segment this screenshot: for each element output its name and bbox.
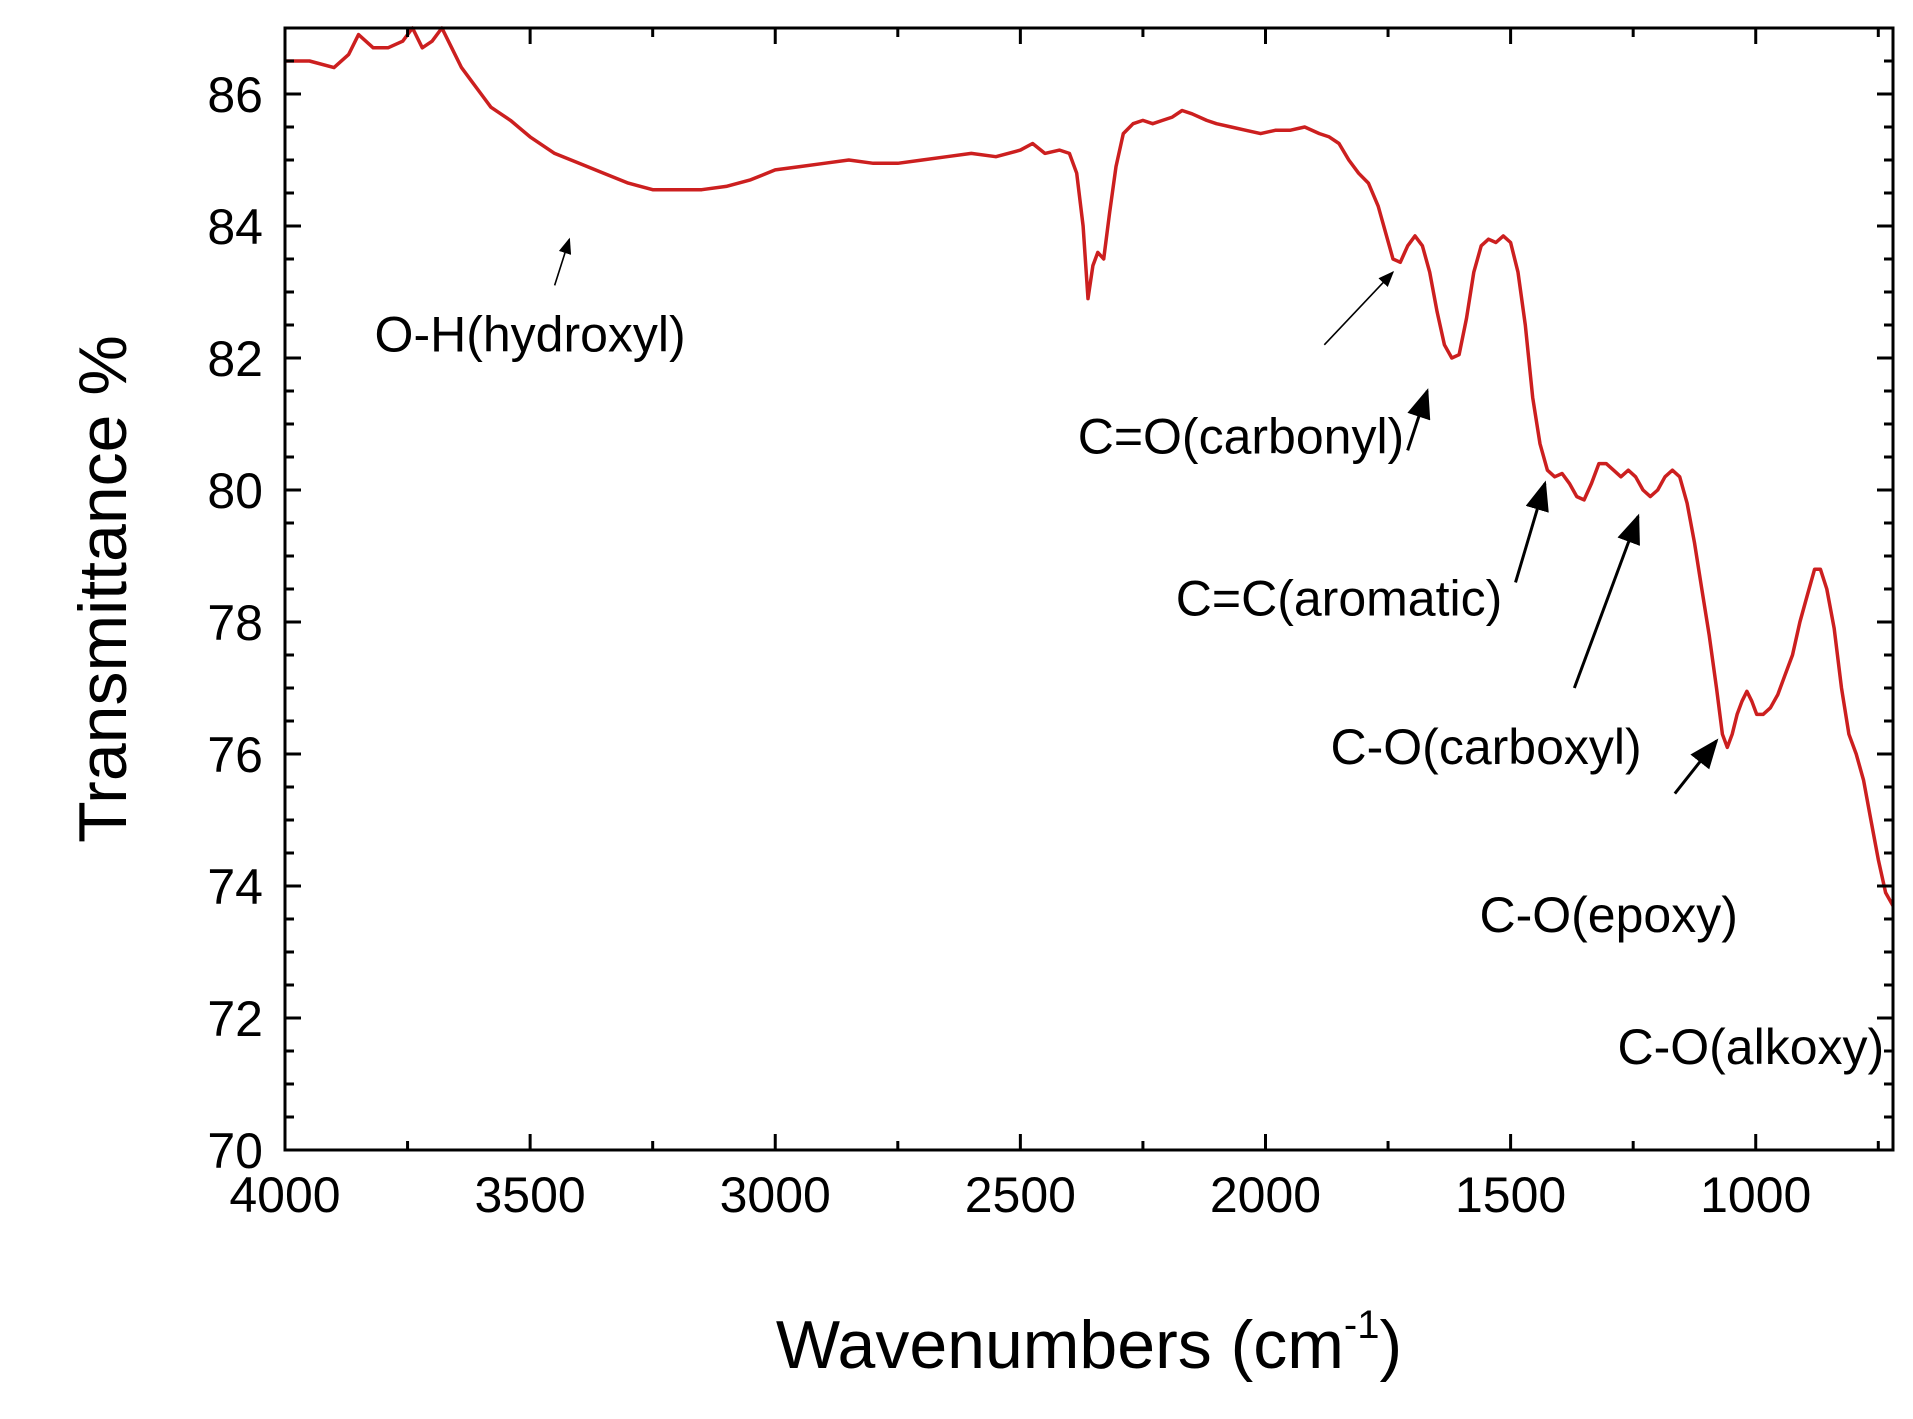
annotation-arrow: [1323, 271, 1395, 346]
annotation-label: C-O(carboxyl): [1331, 719, 1642, 775]
annotation-arrow: [1572, 513, 1640, 689]
x-axis-title: Wavenumbers (cm-1): [776, 1303, 1402, 1383]
x-tick-label: 3000: [720, 1167, 831, 1223]
y-tick-label: 80: [207, 463, 263, 519]
y-tick-label: 82: [207, 331, 263, 387]
series-line: [285, 26, 1895, 907]
x-tick-label: 2000: [1210, 1167, 1321, 1223]
annotation-arrow: [1406, 388, 1431, 451]
x-tick-label: 3500: [475, 1167, 586, 1223]
x-axis-title-main: Wavenumbers (cm: [776, 1307, 1344, 1383]
y-tick-label: 84: [207, 199, 263, 255]
plot-frame: [283, 26, 1895, 1152]
x-axis-title-superscript: -1: [1344, 1303, 1380, 1347]
annotation-label: C-O(epoxy): [1479, 887, 1737, 943]
annotation-label: C=C(aromatic): [1176, 570, 1502, 626]
y-tick-label: 76: [207, 727, 263, 783]
x-tick-label: 1500: [1455, 1167, 1566, 1223]
x-tick-label: 1000: [1700, 1167, 1811, 1223]
x-axis: 4000 3500 3000 2500 2000 1500 1000: [229, 28, 1880, 1223]
y-axis: 70 72 74 76 78 80 82 84 86: [207, 59, 1893, 1179]
y-tick-label: 72: [207, 991, 263, 1047]
annotation-arrow: [553, 237, 572, 286]
x-axis-title-close: ): [1379, 1307, 1402, 1383]
annotation-label: O-H(hydroxyl): [375, 306, 686, 362]
y-tick-label: 70: [207, 1123, 263, 1179]
y-tick-label: 74: [207, 859, 263, 915]
y-axis-title: Transmittance %: [65, 335, 141, 843]
x-tick-label: 4000: [229, 1167, 340, 1223]
annotation-arrow: [1673, 738, 1719, 795]
series-layer: [285, 26, 1895, 907]
annotations: O-H(hydroxyl) C=O(carbonyl) C=C(aromatic) C…: [375, 237, 1884, 1075]
y-tick-label: 86: [207, 67, 263, 123]
annotation-label: C=O(carbonyl): [1078, 409, 1405, 465]
annotation-arrow: [1514, 480, 1549, 583]
x-tick-label: 2500: [965, 1167, 1076, 1223]
y-tick-label: 78: [207, 595, 263, 651]
annotation-label: C-O(alkoxy): [1617, 1019, 1884, 1075]
